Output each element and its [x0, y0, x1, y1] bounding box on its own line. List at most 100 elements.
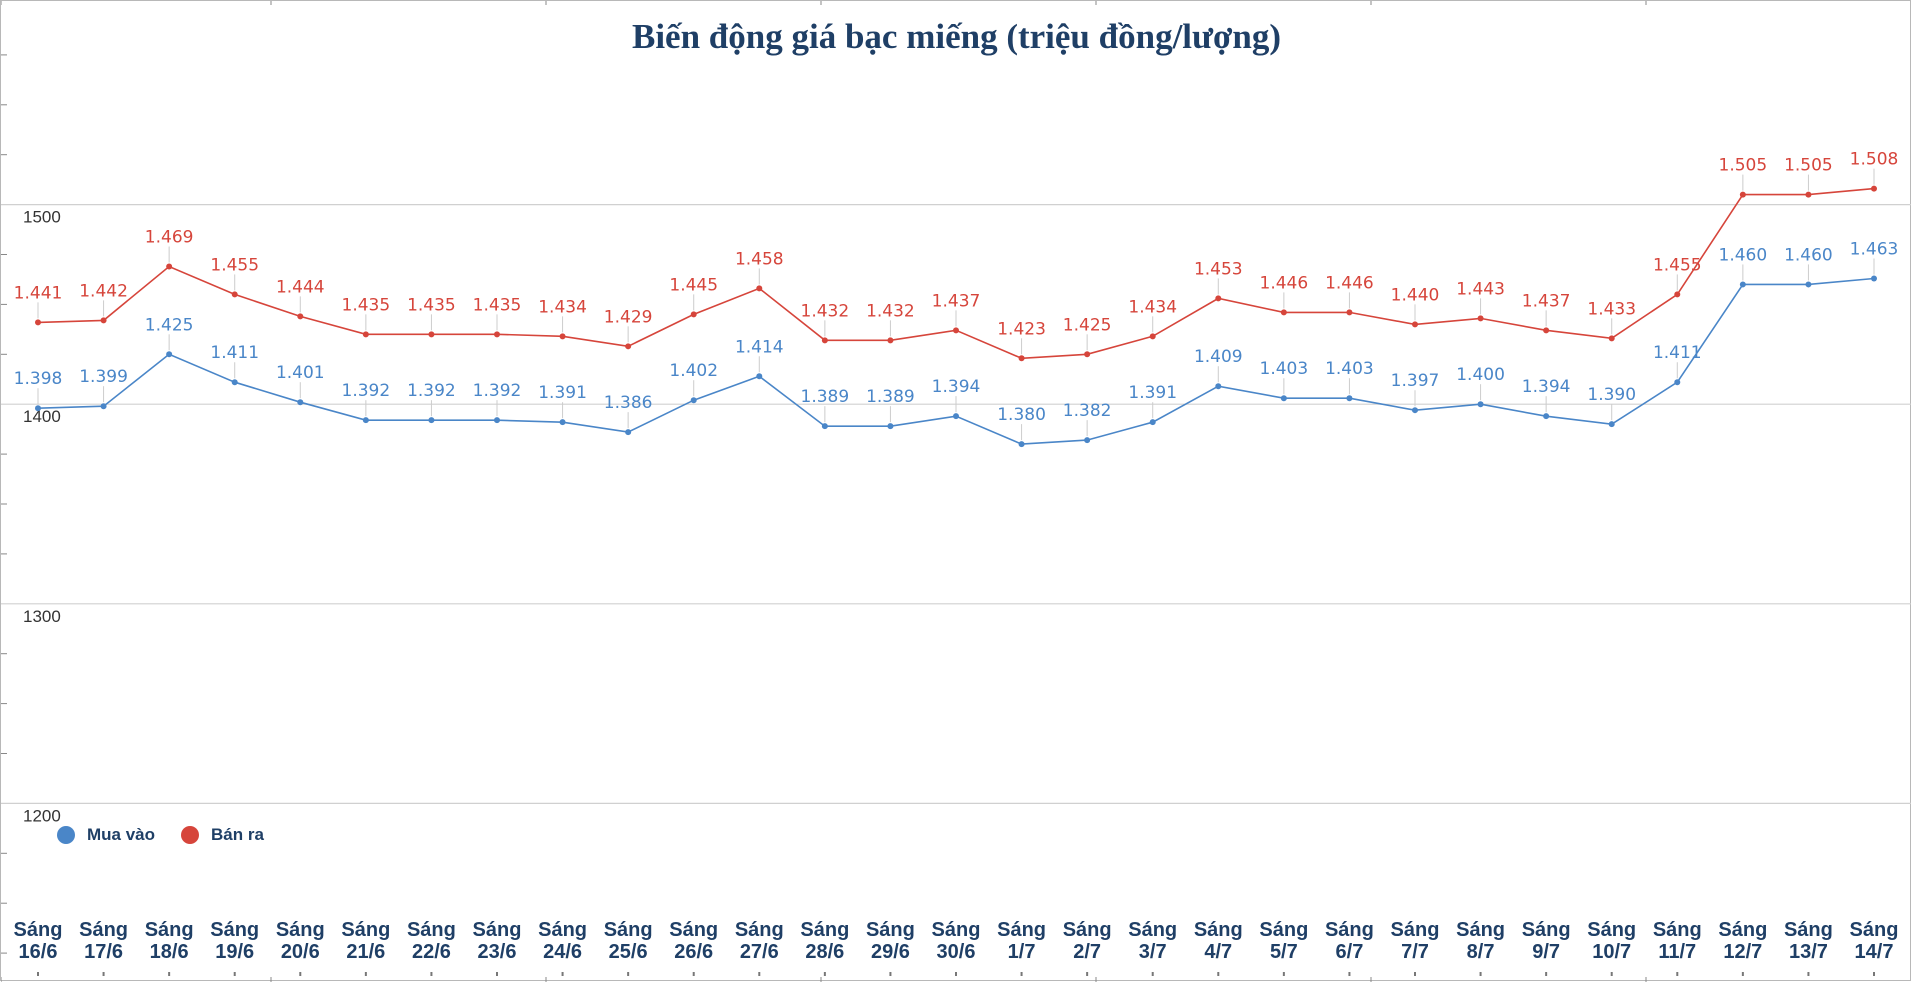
buy-point	[166, 351, 173, 358]
x-tick-label: Sáng 14/7	[1850, 919, 1899, 963]
sell-data-label: 1.429	[604, 307, 653, 327]
sell-point	[231, 291, 238, 298]
x-minor-tick	[1807, 972, 1810, 976]
x-tick-label: Sáng 3/7	[1128, 919, 1177, 963]
legend-buy-dot	[57, 826, 75, 844]
x-tick-label: Sáng 29/6	[866, 919, 915, 963]
buy-data-label: 1.401	[276, 363, 325, 383]
buy-data-label: 1.409	[1194, 347, 1243, 367]
sell-point	[1608, 335, 1615, 342]
buy-data-label: 1.402	[669, 361, 718, 381]
x-minor-tick	[1676, 972, 1679, 976]
x-minor-tick	[1348, 972, 1351, 976]
buy-point	[1084, 437, 1091, 444]
buy-data-label: 1.392	[342, 381, 391, 401]
x-minor-tick	[627, 972, 630, 976]
buy-point	[625, 429, 632, 436]
x-minor-tick	[889, 972, 892, 976]
buy-data-label: 1.394	[932, 377, 981, 397]
buy-data-label: 1.403	[1260, 359, 1309, 379]
x-tick-label: Sáng 12/7	[1718, 919, 1767, 963]
legend: Mua vào Bán ra	[57, 825, 290, 845]
buy-data-label: 1.403	[1325, 359, 1374, 379]
x-minor-tick	[561, 972, 564, 976]
sell-data-label: 1.453	[1194, 259, 1243, 279]
x-tick-label: Sáng 18/6	[145, 919, 194, 963]
sell-point	[887, 337, 894, 344]
y-tick-label: 1300	[23, 607, 61, 626]
x-minor-tick	[37, 972, 39, 976]
sell-point	[1674, 291, 1681, 298]
x-tick-label: Sáng 20/6	[276, 919, 325, 963]
x-minor-tick	[1873, 972, 1875, 976]
x-tick-label: Sáng 24/6	[538, 919, 587, 963]
sell-data-label: 1.434	[538, 297, 587, 317]
buy-point	[494, 417, 500, 424]
buy-data-label: 1.386	[604, 393, 653, 413]
sell-point	[35, 319, 41, 326]
x-minor-tick	[168, 972, 171, 976]
buy-point	[1805, 281, 1812, 288]
buy-point	[231, 379, 238, 386]
buy-point	[1215, 383, 1222, 390]
buy-point	[1346, 395, 1353, 402]
x-tick-label: Sáng 19/6	[210, 919, 259, 963]
y-tick-label: 1500	[23, 208, 61, 227]
x-tick-label: Sáng 2/7	[1063, 919, 1112, 963]
x-tick-label: Sáng 16/6	[14, 919, 63, 963]
buy-data-label: 1.411	[210, 343, 259, 363]
x-minor-tick	[430, 972, 433, 976]
buy-data-label: 1.397	[1391, 371, 1440, 391]
x-tick-label: Sáng 22/6	[407, 919, 456, 963]
buy-data-label: 1.391	[538, 383, 587, 403]
sell-data-label: 1.435	[407, 295, 456, 315]
sell-data-label: 1.440	[1391, 285, 1440, 305]
buy-point	[297, 399, 304, 406]
x-tick-label: Sáng 26/6	[669, 919, 718, 963]
sell-data-label: 1.446	[1325, 273, 1374, 293]
sell-point	[1280, 309, 1287, 316]
sell-point	[1805, 191, 1812, 198]
sell-data-label: 1.432	[866, 301, 915, 321]
chart-title: Biến động giá bạc miếng (triệu đồng/lượn…	[631, 17, 1282, 56]
sell-point	[1084, 351, 1091, 358]
x-tick-label: Sáng 21/6	[341, 919, 390, 963]
buy-point	[1543, 413, 1550, 420]
x-minor-tick	[102, 972, 105, 976]
buy-point	[953, 413, 959, 420]
x-minor-tick	[955, 972, 957, 976]
buy-point	[559, 419, 566, 426]
sell-data-label: 1.469	[145, 227, 194, 247]
x-minor-tick	[233, 972, 236, 976]
x-minor-tick	[1545, 972, 1548, 976]
buy-data-label: 1.399	[79, 367, 128, 387]
sell-point	[821, 337, 828, 344]
sell-data-label: 1.446	[1260, 273, 1309, 293]
buy-point	[1477, 401, 1484, 408]
x-tick-label: Sáng 6/7	[1325, 919, 1374, 963]
x-tick-label: Sáng 30/6	[932, 919, 981, 963]
sell-data-label: 1.443	[1456, 279, 1505, 299]
sell-point	[362, 331, 369, 338]
x-minor-tick	[1282, 972, 1285, 976]
buy-data-label: 1.414	[735, 337, 784, 357]
x-minor-tick	[1086, 972, 1089, 976]
legend-sell-label: Bán ra	[211, 825, 264, 844]
sell-point	[1018, 355, 1025, 362]
legend-sell-dot	[181, 826, 200, 844]
buy-data-label: 1.463	[1850, 239, 1899, 259]
sell-data-label: 1.434	[1128, 297, 1177, 317]
sell-data-label: 1.433	[1587, 299, 1636, 319]
sell-point	[100, 317, 107, 324]
buy-data-label: 1.382	[1063, 401, 1112, 421]
buy-point	[35, 405, 41, 412]
sell-data-label: 1.505	[1719, 156, 1768, 176]
sell-point	[1543, 327, 1550, 334]
sell-point	[953, 327, 959, 334]
buy-point	[1149, 419, 1156, 426]
sell-point	[1477, 315, 1484, 322]
sell-point	[625, 343, 632, 350]
sell-data-label: 1.444	[276, 277, 325, 297]
legend-item-sell: Bán ra	[181, 825, 264, 845]
